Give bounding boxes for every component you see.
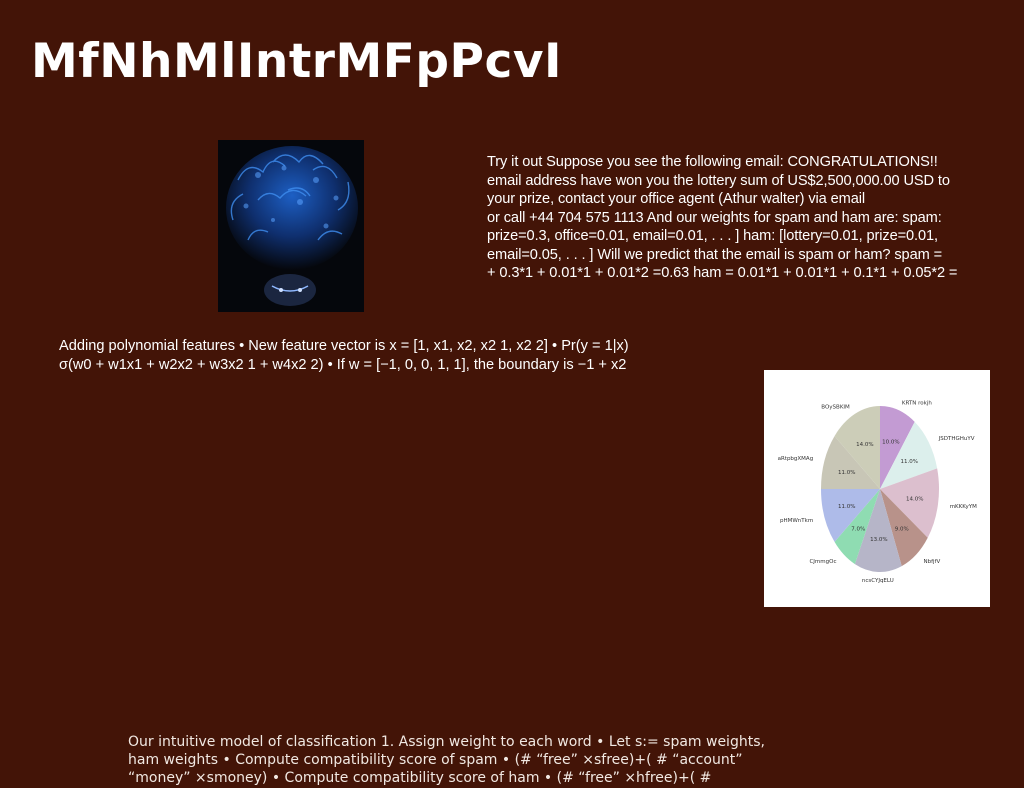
pie-slice-label: JSDTHGHuYV — [938, 436, 975, 442]
pie-slice-label: BOySBKIM — [821, 405, 850, 411]
email-example-line: email address have won you the lottery s… — [487, 172, 950, 189]
model-line: ham weights • Compute compatibility scor… — [128, 752, 743, 769]
pie-slice-percent-label: 10.0% — [882, 440, 899, 446]
portrait-image — [218, 140, 364, 312]
pie-slice-label: aRtpbgXMAg — [778, 456, 814, 462]
email-example-text: Try it out Suppose you see the following… — [487, 153, 1007, 283]
pie-slice-percent-label: 7.0% — [851, 526, 865, 532]
pie-slice — [880, 406, 915, 489]
pie-slice-label: ncsCYJqELU — [862, 578, 894, 584]
pie-slice-percent-label: 14.0% — [906, 496, 923, 502]
pie-slice-label: KRTN rokjh — [902, 401, 932, 407]
pie-slice — [821, 489, 880, 542]
polynomial-line: Adding polynomial features • New feature… — [59, 338, 629, 354]
portrait-photo — [218, 140, 364, 312]
pie-slice — [821, 436, 880, 489]
model-line: Our intuitive model of classification 1.… — [128, 734, 765, 750]
pie-slice-label: pHMWnTkm — [780, 518, 813, 524]
polynomial-line: σ(w0 + w1x1 + w2x2 + w3x2 1 + w4x2 2) • … — [59, 356, 627, 373]
pie-slice — [834, 489, 880, 565]
pie-slice-percent-label: 13.0% — [870, 537, 887, 543]
pie-slice — [880, 489, 928, 567]
pie-slice — [880, 468, 940, 538]
pie-slice-percent-label: 9.0% — [895, 526, 909, 532]
pie-chart-figure: 10.0% KRTN rokjh 11.0% JSDTHGHuYV 14.0% mKKKy… — [764, 370, 990, 607]
pie-slice-label: CJmmgOc — [809, 559, 836, 565]
email-example-line: prize=0.3, office=0.01, email=0.01, . . … — [487, 228, 938, 244]
pie-slice-label: mKKKyYM — [950, 504, 977, 510]
slide-title: MfNhMlIntrMFpPcvI — [31, 34, 562, 89]
pie-slice — [880, 421, 938, 489]
email-example-line: email=0.05, . . . ] Will we predict that… — [487, 246, 943, 263]
classification-model-text: Our intuitive model of classification 1.… — [128, 733, 828, 788]
polynomial-features-text: Adding polynomial features • New feature… — [59, 337, 699, 374]
pie-slice-percent-label: 14.0% — [856, 442, 873, 448]
email-example-line: or call +44 704 575 1113 And our weights… — [487, 209, 942, 226]
pie-slice — [834, 406, 880, 489]
pie-slice — [854, 489, 902, 572]
model-line: “money” ×smoney) • Compute compatibility… — [128, 770, 712, 787]
pie-slice-percent-label: 11.0% — [901, 459, 918, 465]
pie-slice-percent-label: 11.0% — [838, 470, 855, 476]
email-example-line: your prize, contact your office agent (A… — [487, 191, 866, 207]
email-example-line: + 0.3*1 + 0.01*1 + 0.01*2 =0.63 ham = 0.… — [487, 265, 958, 281]
pie-slice-label: NbfjfV — [924, 559, 941, 565]
pie-chart: 10.0% KRTN rokjh 11.0% JSDTHGHuYV 14.0% mKKKy… — [778, 401, 977, 585]
pie-slice-percent-label: 11.0% — [838, 504, 855, 510]
email-example-line: Try it out Suppose you see the following… — [487, 154, 938, 170]
